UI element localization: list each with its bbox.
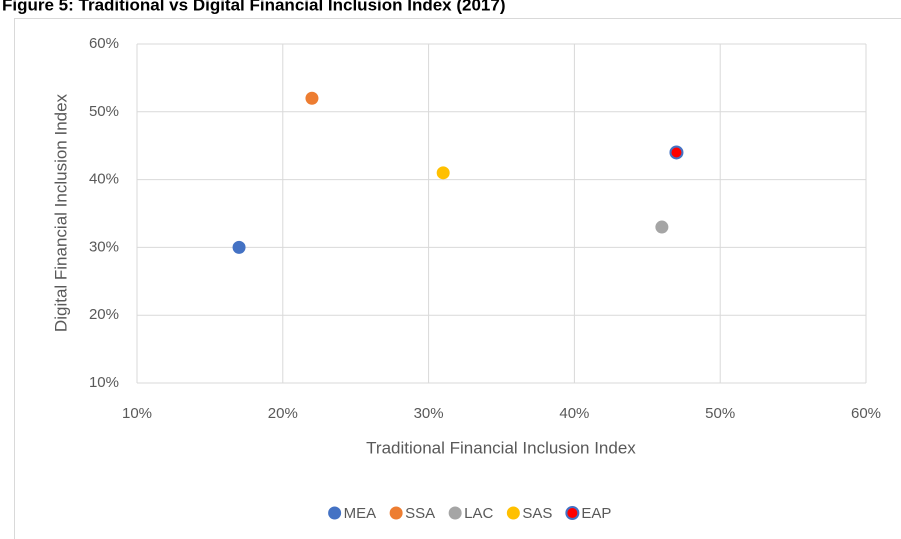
legend-marker [448, 506, 462, 520]
x-tick-label: 20% [268, 405, 298, 422]
legend-label: SAS [522, 505, 552, 522]
scatter-point [669, 145, 684, 160]
legend-label: LAC [464, 505, 493, 522]
legend-label: SSA [405, 505, 435, 522]
y-tick-label: 50% [89, 103, 119, 120]
x-axis-label: Traditional Financial Inclusion Index [366, 438, 636, 457]
chart-title: Figure 5: Traditional vs Digital Financi… [2, 0, 506, 14]
legend-marker [506, 506, 520, 520]
y-tick-label: 20% [89, 306, 119, 323]
chart-border [14, 18, 901, 539]
x-tick-label: 10% [122, 405, 152, 422]
y-tick-label: 60% [89, 35, 119, 52]
y-tick-label: 10% [89, 374, 119, 391]
legend-marker [565, 506, 580, 520]
y-tick-label: 30% [89, 238, 119, 255]
scatter-point [655, 220, 669, 234]
scatter-point [232, 240, 246, 254]
legend-label: EAP [581, 505, 611, 522]
x-tick-label: 30% [414, 405, 444, 422]
scatter-point [305, 91, 319, 105]
x-tick-label: 40% [559, 405, 589, 422]
legend-marker [328, 506, 342, 520]
y-tick-label: 40% [89, 171, 119, 188]
y-axis-label: Digital Financial Inclusion Index [51, 93, 70, 332]
scatter-point [436, 166, 450, 180]
x-tick-label: 50% [705, 405, 735, 422]
x-tick-label: 60% [851, 405, 881, 422]
legend-label: MEA [344, 505, 377, 522]
legend-marker [389, 506, 403, 520]
